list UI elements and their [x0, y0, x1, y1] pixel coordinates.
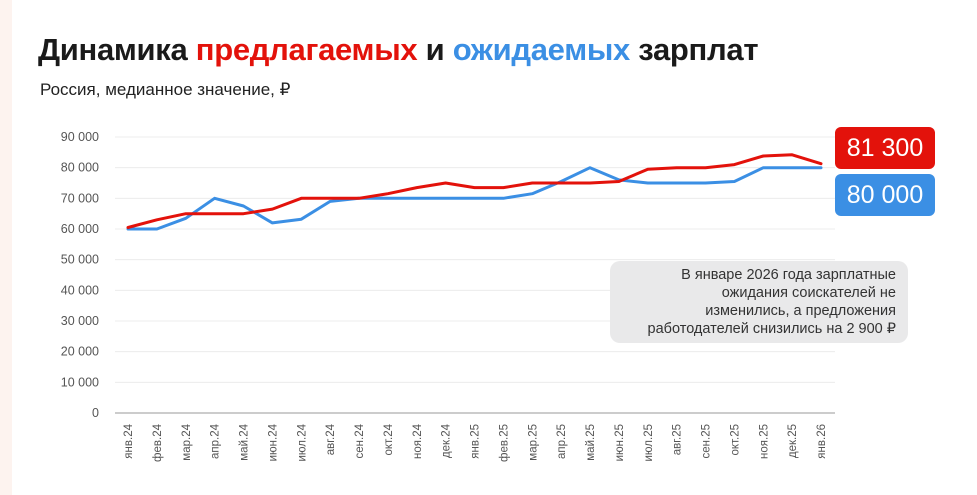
note-line-3: изменились, а предложения [705, 303, 896, 319]
x-tick-label: дек.25 [787, 424, 799, 458]
x-tick-label: июл.25 [643, 424, 655, 462]
x-tick-label: авг.24 [325, 423, 337, 455]
y-tick-label: 80 000 [61, 161, 99, 175]
note-line-2: ожидания соискателей не [721, 285, 896, 301]
x-tick-label: сен.25 [701, 424, 713, 458]
y-tick-label: 40 000 [61, 283, 99, 297]
x-tick-label: июн.24 [267, 423, 279, 461]
x-tick-label: июл.24 [296, 423, 308, 461]
x-tick-label: май.24 [239, 423, 251, 460]
x-tick-label: фев.24 [152, 423, 164, 462]
x-tick-label: окт.25 [729, 424, 741, 456]
x-tick-label: мар.25 [527, 424, 539, 461]
x-tick-label: мар.24 [181, 423, 193, 460]
y-tick-label: 30 000 [61, 314, 99, 328]
y-tick-label: 60 000 [61, 222, 99, 236]
x-tick-label: янв.25 [470, 424, 482, 459]
note-line-4: работодателей снизились на 2 900 ₽ [647, 321, 896, 337]
chart-subtitle: Россия, медианное значение, ₽ [40, 80, 291, 99]
x-tick-label: фев.25 [498, 424, 510, 462]
y-tick-label: 70 000 [61, 191, 99, 205]
expected-last-value-badge: 80 000 [835, 174, 935, 216]
offered-salary-line [126, 153, 823, 229]
x-tick-label: июн.25 [614, 424, 626, 461]
y-tick-label: 20 000 [61, 345, 99, 359]
x-tick-label: май.25 [585, 424, 597, 461]
title-offered-word: предлагаемых [195, 32, 418, 67]
x-tick-label: апр.24 [210, 423, 222, 459]
title-expected-word: ожидаемых [452, 32, 631, 67]
x-tick-label: янв.26 [816, 424, 828, 459]
y-tick-label: 0 [92, 406, 99, 420]
expected-salary-line [126, 166, 823, 231]
x-tick-label: дек.24 [441, 423, 453, 458]
y-tick-label: 50 000 [61, 253, 99, 267]
title-part-2: и [417, 32, 453, 67]
note-line-1: В январе 2026 года зарплатные [681, 267, 896, 283]
x-tick-label: окт.24 [383, 423, 395, 455]
y-tick-label: 90 000 [61, 130, 99, 144]
x-tick-label: авг.25 [672, 424, 684, 455]
title-part-3: зарплат [629, 32, 759, 67]
x-tick-label: сен.24 [354, 423, 366, 458]
annotation-note: В январе 2026 года зарплатные ожидания с… [610, 261, 908, 343]
x-tick-label: ноя.24 [412, 423, 424, 459]
x-tick-label: апр.25 [556, 424, 568, 459]
y-tick-label: 10 000 [61, 375, 99, 389]
title-part-1: Динамика [38, 32, 196, 67]
x-tick-label: ноя.25 [758, 424, 770, 459]
x-tick-label: янв.24 [123, 423, 135, 458]
page-title: Динамика предлагаемых и ожидаемых зарпла… [38, 32, 759, 68]
left-accent-strip [0, 0, 12, 495]
offered-last-value-badge: 81 300 [835, 127, 935, 169]
